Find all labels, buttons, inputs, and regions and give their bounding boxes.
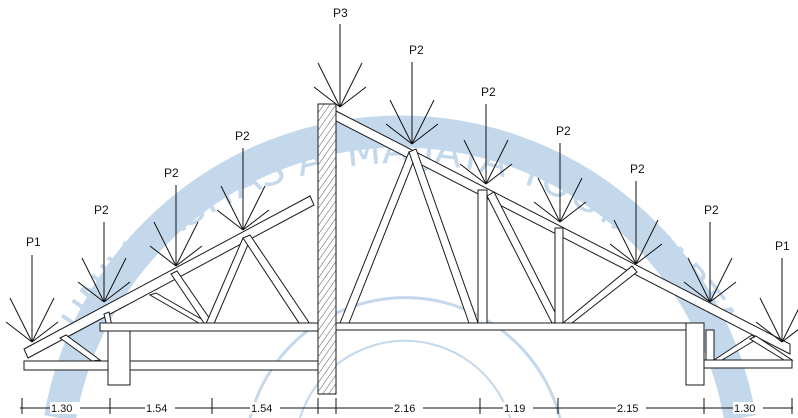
- load-label: P3: [333, 6, 348, 20]
- central-post: [317, 103, 337, 395]
- load-label: P2: [481, 85, 496, 99]
- right-web: [554, 227, 564, 324]
- load-label: P2: [94, 203, 109, 217]
- load-arrow-ray: [709, 257, 733, 303]
- dimension-label: 2.15: [617, 403, 638, 415]
- load-arrow: [609, 181, 663, 265]
- dimension-label: 2.16: [394, 403, 415, 415]
- load-arrow-ray: [339, 86, 367, 108]
- load-arrow-ray: [609, 243, 637, 265]
- load-arrow-ray: [77, 281, 105, 303]
- load-arrow-ray: [485, 139, 509, 185]
- load-arrow-ray: [485, 163, 513, 185]
- dimension-label: 1.54: [146, 403, 167, 415]
- right-web: [561, 265, 638, 324]
- left-truss: [23, 195, 319, 386]
- dimension-label: 1.54: [251, 403, 272, 415]
- load-arrow: [149, 185, 203, 267]
- load-arrow: [385, 62, 439, 145]
- load-arrow-ray: [709, 281, 737, 303]
- left-web: [59, 334, 102, 362]
- load-arrow-ray: [103, 257, 127, 303]
- load-label: P2: [235, 129, 250, 143]
- load-arrow-ray: [411, 99, 435, 145]
- load-arrow-ray: [385, 123, 413, 145]
- load-arrow-ray: [559, 201, 587, 223]
- load-arrow-ray: [149, 245, 177, 267]
- load-arrow-ray: [781, 308, 798, 343]
- load-label: P2: [704, 203, 719, 217]
- load-arrow: [683, 222, 737, 303]
- load-arrow-ray: [313, 86, 341, 108]
- load-arrow-ray: [242, 209, 270, 231]
- right-truss: [335, 110, 794, 386]
- load-labels: P1 P2 P2 P2 P3 P2 P2 P2 P2 P2 P1: [26, 6, 790, 253]
- load-arrow-ray: [216, 209, 244, 231]
- dimension-line: 1.30 1.54 1.54 2.16 1.19 2.15 1.30: [20, 398, 793, 415]
- left-wall-plate: [99, 322, 319, 332]
- right-web: [705, 329, 715, 361]
- load-label: P2: [164, 166, 179, 180]
- load-arrow-ray: [389, 99, 413, 145]
- load-arrow-ray: [635, 243, 663, 265]
- load-arrow-ray: [81, 257, 105, 303]
- right-column: [685, 322, 705, 386]
- load-arrow: [755, 258, 798, 343]
- load-arrow-ray: [9, 297, 33, 343]
- load-arrows: [5, 24, 798, 343]
- load-arrow-ray: [459, 163, 487, 185]
- right-lower-chord: [703, 359, 793, 369]
- left-web: [242, 234, 311, 327]
- load-arrow-ray: [31, 321, 59, 343]
- load-arrow-ray: [5, 321, 33, 343]
- load-arrow: [313, 24, 367, 108]
- load-label: P1: [26, 235, 41, 249]
- load-arrow-ray: [175, 221, 199, 267]
- load-arrow-ray: [175, 245, 203, 267]
- right-web: [477, 189, 488, 324]
- load-arrow-ray: [781, 329, 798, 343]
- load-arrow-ray: [537, 177, 561, 223]
- right-web: [748, 335, 794, 361]
- load-arrow-ray: [242, 185, 266, 231]
- load-arrow-ray: [153, 221, 177, 267]
- load-arrow-ray: [635, 219, 659, 265]
- load-arrow-ray: [759, 297, 783, 343]
- load-arrow: [459, 104, 513, 185]
- dimension-label: 1.30: [51, 403, 72, 415]
- right-bottom-chord: [335, 322, 705, 331]
- dimension-label: 1.30: [734, 403, 755, 415]
- load-arrow-ray: [411, 123, 439, 145]
- load-arrow-ray: [339, 62, 363, 108]
- load-arrow-ray: [559, 177, 583, 223]
- load-arrow: [533, 143, 587, 223]
- left-column: [107, 322, 131, 386]
- load-arrow-ray: [463, 139, 487, 185]
- load-arrow-ray: [613, 219, 637, 265]
- load-arrow-ray: [683, 281, 711, 303]
- left-bottom-chord: [23, 360, 319, 371]
- load-label: P2: [630, 162, 645, 176]
- dimension-label: 1.19: [504, 403, 525, 415]
- load-arrow: [5, 255, 59, 343]
- load-arrow-ray: [220, 185, 244, 231]
- load-label: P1: [775, 239, 790, 253]
- load-arrow-ray: [755, 321, 783, 343]
- load-arrow: [77, 222, 131, 303]
- load-arrow-ray: [687, 257, 711, 303]
- load-arrow-ray: [533, 201, 561, 223]
- right-web: [339, 151, 417, 324]
- load-label: P2: [556, 124, 571, 138]
- left-top-chord: [23, 195, 315, 359]
- load-arrow: [216, 148, 270, 231]
- load-label: P2: [409, 43, 424, 57]
- load-arrow-ray: [103, 281, 131, 303]
- load-arrow-ray: [31, 297, 55, 343]
- load-arrow-ray: [317, 62, 341, 108]
